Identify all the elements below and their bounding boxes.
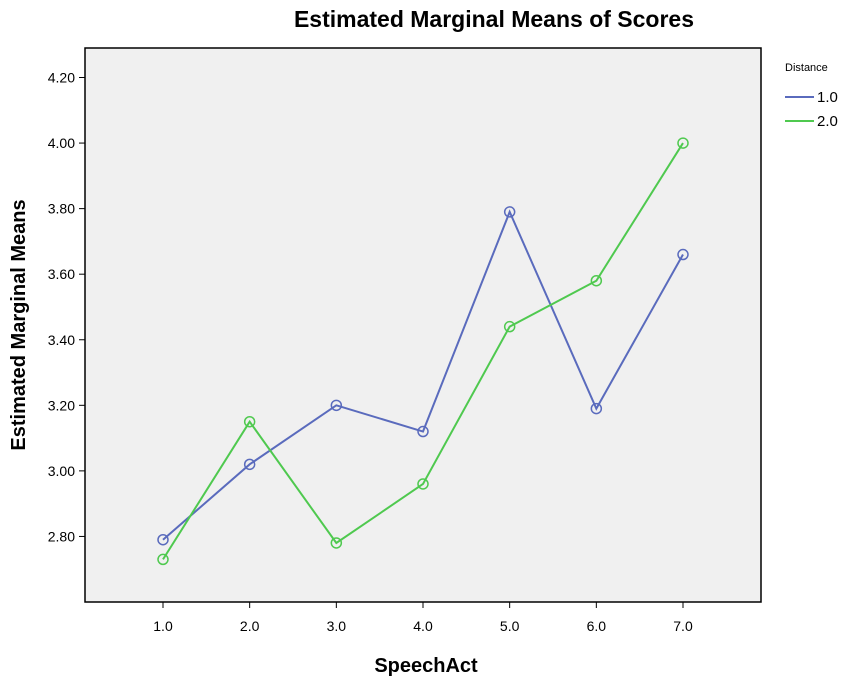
series-2-point <box>157 553 169 566</box>
legend-title: Distance <box>785 62 828 74</box>
y-tick-label: 3.60 <box>48 266 75 282</box>
series-2-point <box>243 415 256 428</box>
y-axis-title: Estimated Marginal Means <box>8 199 30 450</box>
series-line-2 <box>162 142 684 560</box>
y-tick-label: 3.40 <box>48 332 75 348</box>
series-2-point <box>503 320 516 333</box>
x-tick-label: 7.0 <box>673 618 693 634</box>
series-2-point <box>677 137 689 149</box>
y-tick-label: 3.20 <box>48 397 75 413</box>
chart-title: Estimated Marginal Means of Scores <box>294 6 694 32</box>
series-1-point <box>677 248 689 261</box>
legend-label-1: 1.0 <box>817 89 838 106</box>
x-tick-label: 5.0 <box>500 618 520 634</box>
series-layer <box>157 137 689 566</box>
x-axis-title: SpeechAct <box>374 655 478 677</box>
series-1-point <box>157 533 169 546</box>
y-tick-label: 4.20 <box>48 70 75 86</box>
legend-label-2: 2.0 <box>817 113 838 130</box>
series-1-point <box>503 206 516 218</box>
x-tick-label: 6.0 <box>587 618 607 634</box>
series-2-point <box>590 274 603 287</box>
series-2-point <box>417 478 429 490</box>
x-tick-label: 3.0 <box>327 618 347 634</box>
x-tick-label: 1.0 <box>153 618 173 634</box>
series-2-point <box>330 537 343 549</box>
series-line-1 <box>162 209 684 541</box>
y-axis: 2.80 3.00 3.20 3.40 3.60 3.80 4.00 4.20 <box>48 70 85 544</box>
y-tick-label: 3.00 <box>48 463 75 479</box>
series-1-point <box>243 458 256 471</box>
y-tick-label: 4.00 <box>48 135 75 151</box>
x-tick-label: 2.0 <box>240 618 260 634</box>
x-axis: 1.0 2.0 3.0 4.0 5.0 6.0 7.0 <box>153 602 693 634</box>
y-tick-label: 3.80 <box>48 201 75 217</box>
y-tick-label: 2.80 <box>48 528 75 544</box>
series-1-point <box>330 399 343 412</box>
series-1-point <box>590 402 603 415</box>
x-tick-label: 4.0 <box>413 618 433 634</box>
series-1-point <box>417 425 429 438</box>
legend: Distance 1.0 2.0 <box>785 62 838 130</box>
